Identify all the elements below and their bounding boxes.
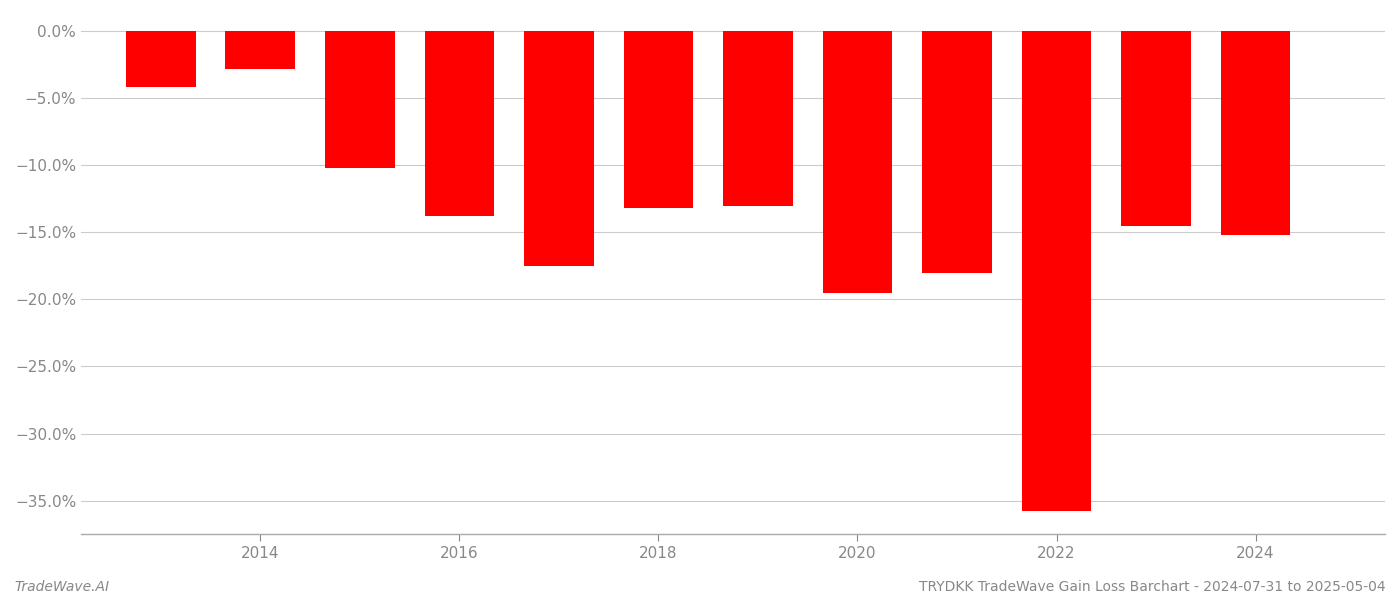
- Bar: [225, 31, 295, 68]
- Bar: [126, 31, 196, 88]
- Bar: [923, 31, 991, 272]
- Bar: [823, 31, 892, 293]
- Text: TRYDKK TradeWave Gain Loss Barchart - 2024-07-31 to 2025-05-04: TRYDKK TradeWave Gain Loss Barchart - 20…: [920, 580, 1386, 594]
- Bar: [724, 31, 792, 206]
- Bar: [325, 31, 395, 168]
- Bar: [1121, 31, 1191, 226]
- Bar: [424, 31, 494, 216]
- Bar: [524, 31, 594, 266]
- Bar: [1022, 31, 1092, 511]
- Bar: [623, 31, 693, 208]
- Text: TradeWave.AI: TradeWave.AI: [14, 580, 109, 594]
- Bar: [1221, 31, 1291, 235]
